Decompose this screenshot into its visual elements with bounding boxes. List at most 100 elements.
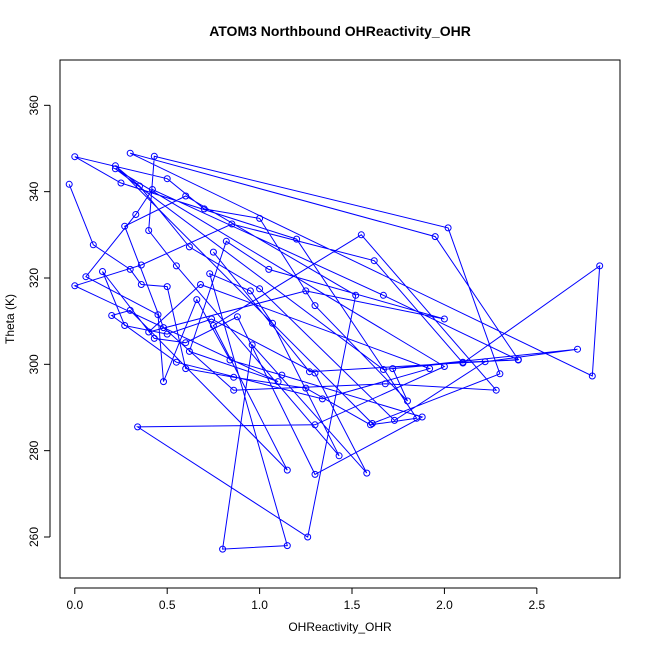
chart-title: ATOM3 Northbound OHReactivity_OHR (209, 23, 471, 39)
data-point (357, 231, 365, 239)
data-point (246, 287, 254, 295)
data-point (99, 268, 106, 275)
data-point (265, 265, 273, 273)
data-point (304, 533, 312, 541)
data-point (492, 386, 500, 394)
data-point (335, 452, 343, 460)
data-point (596, 262, 604, 270)
data-point (117, 179, 125, 187)
data-point (370, 257, 378, 265)
series-line (68, 152, 601, 550)
data-point (306, 368, 313, 376)
data-point (209, 322, 217, 329)
data-point (496, 370, 504, 378)
data-point (391, 416, 398, 424)
data-point (352, 291, 360, 299)
x-axis-label: OHReactivity_OHR (288, 620, 392, 634)
data-point (379, 291, 387, 299)
data-point (278, 371, 286, 379)
data-point (134, 423, 142, 431)
data-point (248, 341, 256, 349)
data-point (108, 312, 116, 319)
plot-frame (59, 59, 621, 579)
data-point (185, 243, 193, 251)
data-point (121, 322, 129, 329)
data-point (230, 386, 238, 394)
data-point (440, 315, 448, 323)
data-point (208, 315, 216, 323)
x-tick-label: 0.5 (159, 598, 176, 612)
y-tick-label: 360 (27, 95, 41, 115)
y-tick-label: 320 (27, 268, 41, 288)
data-point (426, 365, 434, 373)
data-point (150, 334, 158, 342)
data-point (588, 372, 596, 380)
data-point (302, 287, 310, 295)
data-point (137, 281, 145, 288)
data-point (71, 282, 79, 290)
data-point (206, 270, 214, 278)
data-point (163, 175, 171, 183)
y-axis: 260 280 300 320 340 360 (27, 95, 51, 547)
data-point (418, 413, 426, 421)
data-point (363, 469, 371, 477)
x-tick-label: 1.0 (251, 598, 268, 612)
x-axis: 0.0 0.5 1.0 1.5 2.0 2.5 (66, 587, 545, 612)
data-point (126, 265, 134, 273)
x-tick-label: 2.5 (528, 598, 545, 612)
data-point (148, 186, 156, 193)
data-point (444, 224, 452, 232)
data-point (160, 324, 167, 332)
data-point (111, 162, 119, 170)
data-point (154, 311, 162, 319)
data-point (172, 262, 180, 270)
data-point (89, 241, 97, 249)
x-tick-label: 1.5 (344, 598, 361, 612)
data-point (182, 339, 190, 347)
data-point (185, 347, 193, 355)
data-point (193, 296, 201, 304)
data-point (71, 153, 79, 161)
data-point (150, 152, 158, 160)
data-point (182, 192, 190, 200)
data-point (219, 545, 227, 553)
data-point (514, 356, 522, 364)
data-point (367, 421, 374, 429)
data-point (145, 328, 153, 336)
x-tick-label: 2.0 (436, 598, 453, 612)
data-point (302, 384, 310, 392)
data-point (311, 470, 319, 478)
data-point (222, 237, 230, 245)
data-point (269, 319, 276, 327)
data-point (145, 227, 153, 234)
data-point (431, 233, 439, 241)
data-point (226, 356, 234, 364)
data-point (132, 211, 140, 218)
data-point (311, 302, 319, 310)
data-point (381, 380, 389, 388)
data-point (121, 222, 129, 230)
data-point (233, 313, 241, 321)
y-tick-label: 300 (27, 354, 41, 374)
data-point (440, 363, 448, 370)
data-point (368, 420, 376, 427)
data-point (481, 358, 489, 366)
data-point (230, 373, 238, 381)
data-point (209, 248, 217, 256)
data-point (404, 397, 411, 405)
data-point (379, 366, 387, 373)
y-tick-label: 260 (27, 527, 41, 547)
y-axis-label: Theta (K) (3, 294, 17, 344)
data-point (126, 149, 134, 157)
data-point (274, 378, 282, 386)
data-point (172, 358, 180, 366)
data-point (283, 542, 291, 550)
data-point (293, 235, 301, 243)
data-point (65, 180, 73, 188)
y-tick-label: 340 (27, 181, 41, 201)
data-point (197, 281, 204, 288)
data-point (318, 395, 326, 403)
series-layer (65, 149, 604, 553)
data-point (111, 165, 119, 173)
